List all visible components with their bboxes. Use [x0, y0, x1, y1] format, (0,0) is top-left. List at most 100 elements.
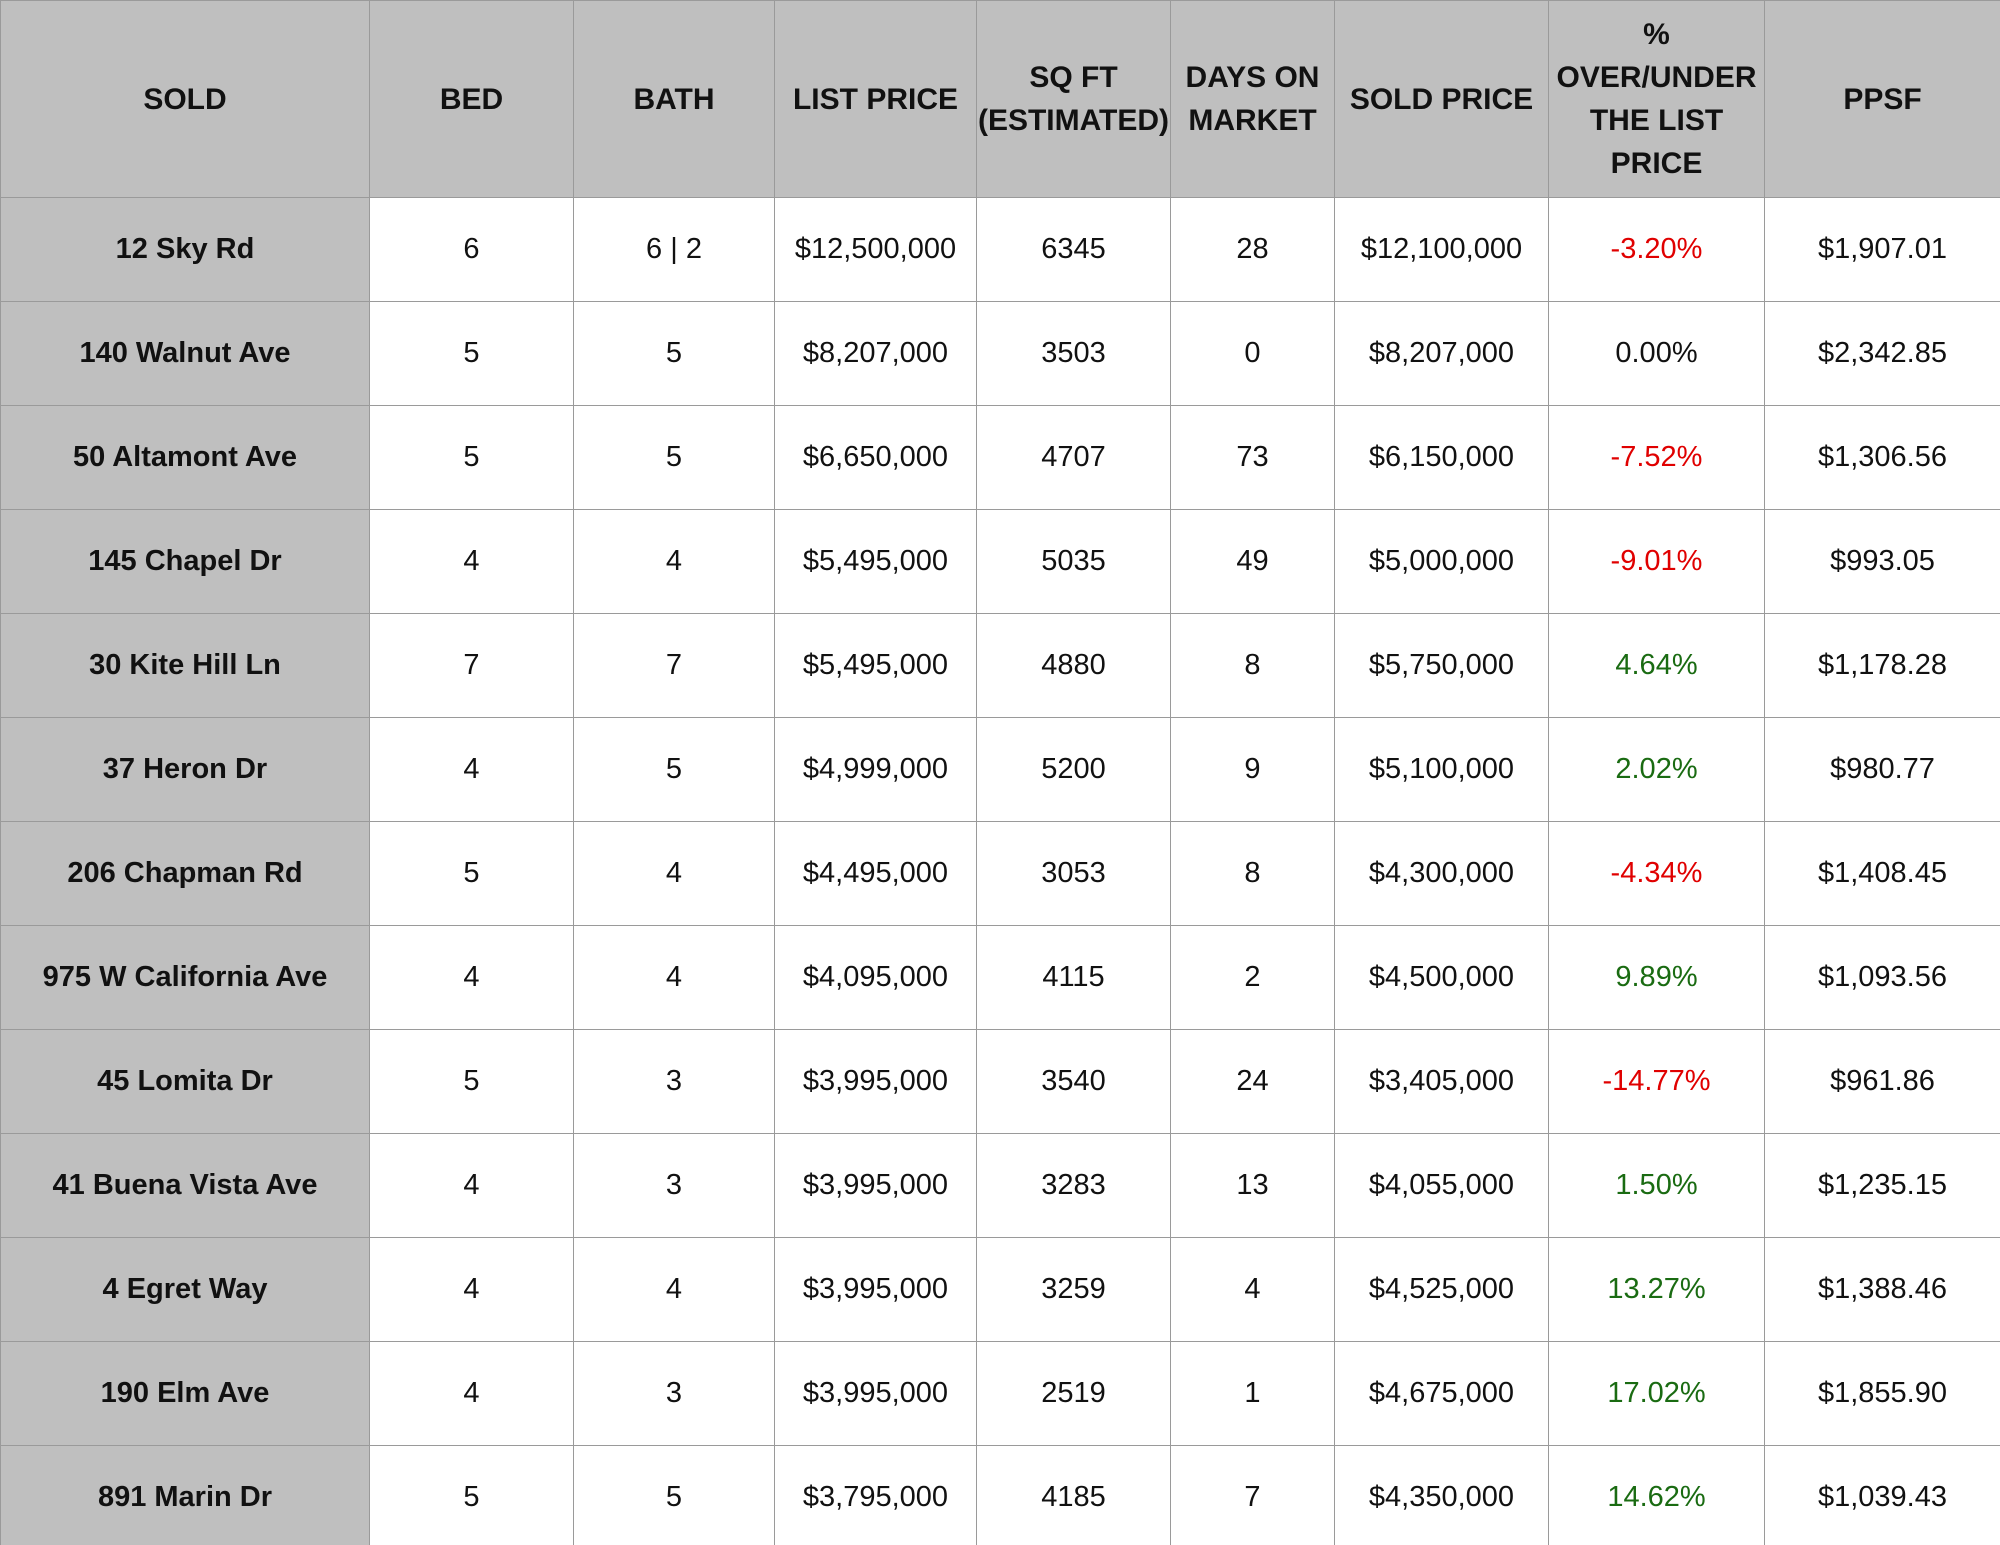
- data-cell: 4: [369, 509, 574, 614]
- address-cell: 30 Kite Hill Ln: [0, 613, 370, 718]
- address-cell: 975 W California Ave: [0, 925, 370, 1030]
- data-cell: $1,388.46: [1764, 1237, 2000, 1342]
- data-cell: 5: [573, 717, 775, 822]
- address-cell: 45 Lomita Dr: [0, 1029, 370, 1134]
- data-cell: $8,207,000: [774, 301, 977, 406]
- data-cell: 4: [1170, 1237, 1335, 1342]
- data-cell: $1,093.56: [1764, 925, 2000, 1030]
- data-cell: 5: [573, 301, 775, 406]
- header-cell: BATH: [573, 0, 775, 198]
- header-text: BATH: [633, 82, 715, 116]
- data-cell: $4,095,000: [774, 925, 977, 1030]
- data-cell: 28: [1170, 197, 1335, 302]
- data-cell: 4: [573, 821, 775, 926]
- table-row: 891 Marin Dr 5 5 $3,795,000 4185 7 $4,350,000 1…: [0, 1445, 2000, 1545]
- header-row: SOLD BED BATH LIST PRICE SQ FT (ESTIMATED) DAY…: [0, 0, 2000, 198]
- data-cell: $1,235.15: [1764, 1133, 2000, 1238]
- data-cell: $5,100,000: [1334, 717, 1549, 822]
- address-cell: 50 Altamont Ave: [0, 405, 370, 510]
- data-cell: 4: [573, 1237, 775, 1342]
- data-cell: 5: [573, 405, 775, 510]
- data-cell: 13.27%: [1548, 1237, 1765, 1342]
- data-cell: 4: [369, 1237, 574, 1342]
- data-cell: 4: [573, 925, 775, 1030]
- data-cell: 4: [369, 1133, 574, 1238]
- address-cell: 4 Egret Way: [0, 1237, 370, 1342]
- data-cell: 8: [1170, 613, 1335, 718]
- data-cell: $12,100,000: [1334, 197, 1549, 302]
- data-cell: 6: [369, 197, 574, 302]
- data-cell: $1,039.43: [1764, 1445, 2000, 1545]
- data-cell: 7: [573, 613, 775, 718]
- data-cell: 2.02%: [1548, 717, 1765, 822]
- data-cell: 4.64%: [1548, 613, 1765, 718]
- data-cell: 3503: [976, 301, 1171, 406]
- address-cell: 140 Walnut Ave: [0, 301, 370, 406]
- data-cell: $5,495,000: [774, 613, 977, 718]
- header-cell: PPSF: [1764, 0, 2000, 198]
- header-text: DAYS ON: [1185, 61, 1320, 94]
- table-row: 190 Elm Ave 4 3 $3,995,000 2519 1 $4,675,000 17…: [0, 1341, 2000, 1446]
- table-row: 4 Egret Way 4 4 $3,995,000 3259 4 $4,525,000 13…: [0, 1237, 2000, 1342]
- header-text: PRICE: [1610, 147, 1703, 180]
- data-cell: 7: [1170, 1445, 1335, 1545]
- table-row: 41 Buena Vista Ave 4 3 $3,995,000 3283 13 $4,0…: [0, 1133, 2000, 1238]
- data-cell: 3540: [976, 1029, 1171, 1134]
- header-text: SOLD PRICE: [1349, 82, 1534, 116]
- header-cell: SOLD: [0, 0, 370, 198]
- data-cell: 3: [573, 1133, 775, 1238]
- data-cell: 3: [573, 1341, 775, 1446]
- data-cell: 17.02%: [1548, 1341, 1765, 1446]
- address-cell: 37 Heron Dr: [0, 717, 370, 822]
- data-cell: $1,306.56: [1764, 405, 2000, 510]
- data-cell: 5: [369, 821, 574, 926]
- header-text: LIST PRICE: [792, 82, 958, 116]
- table-row: 975 W California Ave 4 4 $4,095,000 4115 2 $4,…: [0, 925, 2000, 1030]
- data-cell: $993.05: [1764, 509, 2000, 614]
- header-cell: % OVER/UNDER THE LIST PRICE: [1548, 0, 1765, 198]
- data-cell: 5035: [976, 509, 1171, 614]
- data-cell: $4,495,000: [774, 821, 977, 926]
- data-cell: 6345: [976, 197, 1171, 302]
- data-cell: 14.62%: [1548, 1445, 1765, 1545]
- data-cell: 49: [1170, 509, 1335, 614]
- header-text: PPSF: [1843, 82, 1922, 116]
- header-text: %: [1643, 18, 1670, 51]
- data-cell: $4,500,000: [1334, 925, 1549, 1030]
- data-cell: $4,300,000: [1334, 821, 1549, 926]
- header-cell: DAYS ON MARKET: [1170, 0, 1335, 198]
- data-cell: $5,495,000: [774, 509, 977, 614]
- data-cell: 1.50%: [1548, 1133, 1765, 1238]
- data-cell: 5: [369, 405, 574, 510]
- table-row: 140 Walnut Ave 5 5 $8,207,000 3503 0 $8,207,00…: [0, 301, 2000, 406]
- data-cell: 9: [1170, 717, 1335, 822]
- header-text: (ESTIMATED): [977, 104, 1170, 137]
- table-row: 12 Sky Rd 6 6 | 2 $12,500,000 6345 28 $12,100,…: [0, 197, 2000, 302]
- data-cell: 3283: [976, 1133, 1171, 1238]
- data-cell: 4880: [976, 613, 1171, 718]
- data-cell: 4: [369, 717, 574, 822]
- data-cell: 5: [369, 1029, 574, 1134]
- data-cell: 5: [369, 1445, 574, 1545]
- data-cell: 4707: [976, 405, 1171, 510]
- header-text: THE LIST: [1589, 104, 1724, 137]
- table-row: 206 Chapman Rd 5 4 $4,495,000 3053 8 $4,300,00…: [0, 821, 2000, 926]
- table-row: 50 Altamont Ave 5 5 $6,650,000 4707 73 $6,150,…: [0, 405, 2000, 510]
- data-cell: 9.89%: [1548, 925, 1765, 1030]
- header-text: BED: [439, 82, 504, 116]
- data-cell: 4: [369, 1341, 574, 1446]
- data-cell: 8: [1170, 821, 1335, 926]
- address-cell: 41 Buena Vista Ave: [0, 1133, 370, 1238]
- data-cell: $4,675,000: [1334, 1341, 1549, 1446]
- data-cell: $6,150,000: [1334, 405, 1549, 510]
- header-cell: LIST PRICE: [774, 0, 977, 198]
- data-cell: $1,408.45: [1764, 821, 2000, 926]
- data-cell: -3.20%: [1548, 197, 1765, 302]
- table-row: 30 Kite Hill Ln 7 7 $5,495,000 4880 8 $5,750,0…: [0, 613, 2000, 718]
- data-cell: 4115: [976, 925, 1171, 1030]
- data-cell: $3,405,000: [1334, 1029, 1549, 1134]
- header-text: SOLD: [143, 82, 227, 116]
- data-cell: 1: [1170, 1341, 1335, 1446]
- data-cell: 0: [1170, 301, 1335, 406]
